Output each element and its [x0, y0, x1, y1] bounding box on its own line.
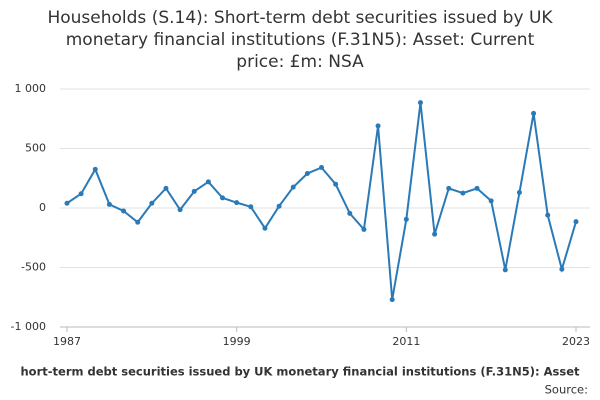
chart-title: Households (S.14): Short-term debt secur… — [47, 8, 553, 28]
x-tick-label: 1999 — [223, 335, 251, 348]
point — [417, 100, 423, 106]
y-tick-label: 1 000 — [15, 82, 47, 95]
chart-title: monetary financial institutions (F.31N5)… — [66, 30, 535, 50]
point — [78, 191, 84, 197]
point — [205, 179, 211, 185]
point — [276, 203, 282, 209]
x-tick-label: 2011 — [392, 335, 420, 348]
point — [488, 198, 494, 204]
point — [135, 219, 141, 225]
y-tick-label: 500 — [25, 142, 46, 155]
point — [163, 185, 169, 191]
x-axis-label: hort-term debt securities issued by UK m… — [21, 365, 580, 379]
y-tick-label: 0 — [39, 201, 46, 214]
source: Source: — [545, 383, 588, 397]
point — [474, 185, 480, 191]
point — [191, 188, 197, 194]
point — [304, 170, 310, 176]
y-tick-label: -500 — [21, 261, 46, 274]
x-tick-label: 1987 — [53, 335, 81, 348]
point — [64, 200, 70, 206]
point — [290, 184, 296, 190]
point — [389, 297, 395, 303]
point — [460, 190, 466, 196]
point — [403, 216, 409, 222]
chart-title: price: £m: NSA — [236, 52, 364, 72]
point — [177, 207, 183, 213]
point — [220, 195, 226, 201]
y-tick-label: -1 000 — [11, 320, 46, 333]
x-tick-label: 2023 — [562, 335, 590, 348]
point — [531, 110, 537, 116]
point — [361, 226, 367, 232]
point — [92, 166, 98, 172]
point — [121, 208, 127, 214]
point — [347, 210, 353, 216]
point — [516, 190, 522, 196]
point — [559, 266, 565, 272]
point — [319, 165, 324, 171]
series-line — [66, 102, 577, 300]
point — [333, 181, 339, 187]
point — [375, 123, 381, 129]
point — [149, 200, 155, 206]
point — [446, 185, 452, 191]
point — [262, 225, 268, 231]
point — [573, 219, 579, 225]
point — [106, 201, 112, 207]
point — [234, 200, 240, 206]
point — [502, 267, 508, 273]
point — [545, 212, 551, 218]
point — [432, 231, 438, 237]
point — [248, 204, 254, 210]
